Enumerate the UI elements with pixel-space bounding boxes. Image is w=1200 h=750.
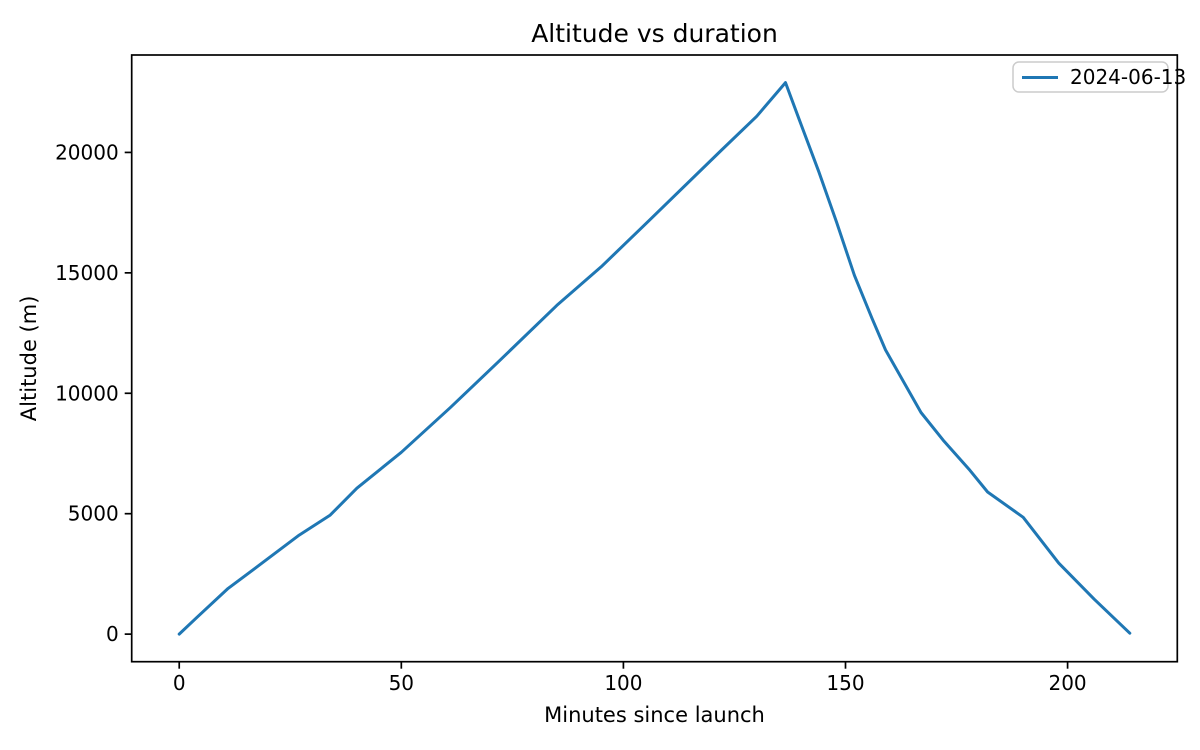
- series-line-2024-06-13: [177, 81, 1132, 636]
- y-tick-label: 5000: [68, 502, 119, 526]
- y-axis-label: Altitude (m): [17, 296, 41, 422]
- x-tick-label: 50: [389, 671, 414, 695]
- y-tick-label: 0: [106, 622, 119, 646]
- y-axis-ticks: 0 5000 10000 15000 20000: [55, 140, 132, 646]
- x-tick-label: 100: [604, 671, 642, 695]
- legend-label: 2024-06-13: [1070, 65, 1186, 89]
- y-tick-label: 15000: [55, 261, 119, 285]
- x-tick-label: 150: [826, 671, 864, 695]
- x-tick-label: 200: [1048, 671, 1086, 695]
- y-tick-label: 10000: [55, 381, 119, 405]
- chart-title: Altitude vs duration: [531, 19, 778, 48]
- x-axis-ticks: 0 50 100 150 200: [173, 661, 1087, 695]
- axes-frame: [130, 54, 1179, 663]
- y-tick-label: 20000: [55, 140, 119, 164]
- legend: 2024-06-13: [1012, 61, 1186, 93]
- x-axis-label: Minutes since launch: [544, 703, 765, 727]
- x-tick-label: 0: [173, 671, 186, 695]
- legend-box: [1012, 61, 1169, 93]
